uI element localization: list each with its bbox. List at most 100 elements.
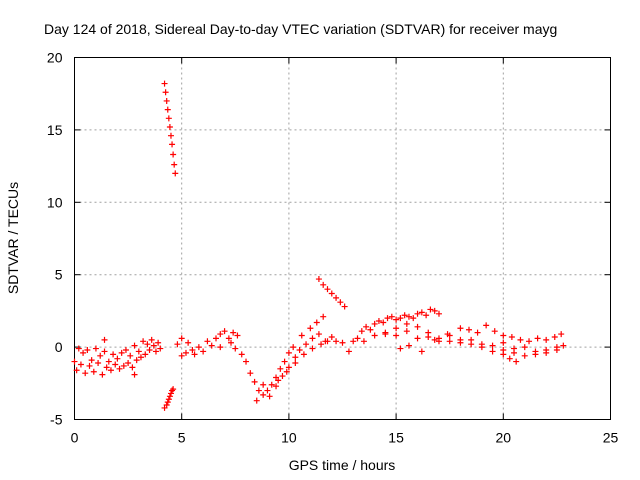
data-point: [171, 161, 178, 168]
data-point: [165, 396, 172, 403]
data-point: [90, 368, 97, 375]
x-tick-label: 0: [71, 430, 79, 446]
data-point: [260, 391, 267, 398]
data-point: [553, 346, 560, 353]
y-axis-title: SDTVAR / TECUs: [5, 182, 21, 294]
data-point: [71, 358, 78, 365]
y-tick-label: 20: [47, 50, 63, 66]
data-point: [457, 325, 464, 332]
data-point: [131, 342, 138, 349]
data-point: [217, 331, 224, 338]
data-point: [178, 335, 185, 342]
data-point: [200, 348, 207, 355]
data-point: [95, 360, 102, 367]
y-tick-label: 0: [55, 339, 63, 355]
data-point: [363, 323, 370, 330]
data-point: [228, 339, 235, 346]
data-point: [275, 377, 282, 384]
data-point: [172, 170, 179, 177]
data-point: [148, 336, 155, 343]
data-point: [397, 315, 404, 322]
data-point: [558, 331, 565, 338]
x-tick-label: 15: [388, 430, 404, 446]
data-point: [110, 351, 117, 358]
data-point: [384, 315, 391, 322]
data-point: [401, 312, 408, 319]
data-point: [393, 325, 400, 332]
plot-frame: [74, 57, 611, 420]
data-point: [101, 336, 108, 343]
data-point: [80, 349, 87, 356]
data-point: [86, 362, 93, 369]
data-point: [232, 345, 239, 352]
data-point: [382, 331, 389, 338]
data-point: [182, 349, 189, 356]
data-point: [358, 328, 365, 335]
data-point: [309, 335, 316, 342]
data-point: [491, 328, 498, 335]
data-point: [298, 332, 305, 339]
data-point: [521, 344, 528, 351]
data-point: [174, 341, 181, 348]
data-point: [82, 370, 89, 377]
data-point: [125, 360, 132, 367]
data-point: [217, 344, 224, 351]
data-point: [320, 281, 327, 288]
data-point: [170, 151, 177, 158]
data-point: [393, 316, 400, 323]
data-point: [534, 335, 541, 342]
data-point: [92, 345, 99, 352]
data-point: [155, 339, 162, 346]
data-point: [543, 349, 550, 356]
data-point: [150, 342, 157, 349]
data-point: [489, 342, 496, 349]
data-point: [551, 333, 558, 340]
data-point: [204, 338, 211, 345]
data-point: [371, 332, 378, 339]
data-point: [517, 336, 524, 343]
data-point: [315, 331, 322, 338]
data-point: [367, 326, 374, 333]
data-point: [526, 338, 533, 345]
data-point: [140, 338, 147, 345]
data-point: [152, 348, 159, 355]
data-point: [489, 348, 496, 355]
data-point: [285, 364, 292, 371]
data-point: [164, 399, 171, 406]
y-tick-label: 5: [55, 267, 63, 283]
data-point: [324, 286, 331, 293]
data-point: [307, 325, 314, 332]
data-point: [243, 358, 250, 365]
data-point: [251, 378, 258, 385]
data-point: [435, 310, 442, 317]
data-point: [167, 390, 174, 397]
data-point: [414, 335, 421, 342]
data-point: [431, 307, 438, 314]
data-points: [71, 80, 567, 411]
data-point: [84, 346, 91, 353]
data-point: [532, 351, 539, 358]
data-point: [465, 326, 472, 333]
data-point: [341, 303, 348, 310]
x-tick-label: 5: [178, 430, 186, 446]
x-tick-label: 20: [496, 430, 512, 446]
data-point: [88, 357, 95, 364]
data-point: [260, 381, 267, 388]
chart-title: Day 124 of 2018, Sidereal Day-to-day VTE…: [44, 21, 557, 37]
data-point: [213, 335, 220, 342]
data-point: [266, 393, 273, 400]
data-point: [371, 320, 378, 327]
data-point: [468, 336, 475, 343]
data-point: [112, 361, 119, 368]
data-point: [292, 360, 299, 367]
data-point: [73, 367, 80, 374]
data-point: [444, 331, 451, 338]
data-point: [405, 313, 412, 320]
data-point: [315, 276, 322, 283]
data-point: [189, 346, 196, 353]
data-point: [238, 351, 245, 358]
data-point: [163, 97, 170, 104]
data-point: [513, 358, 520, 365]
data-point: [500, 332, 507, 339]
